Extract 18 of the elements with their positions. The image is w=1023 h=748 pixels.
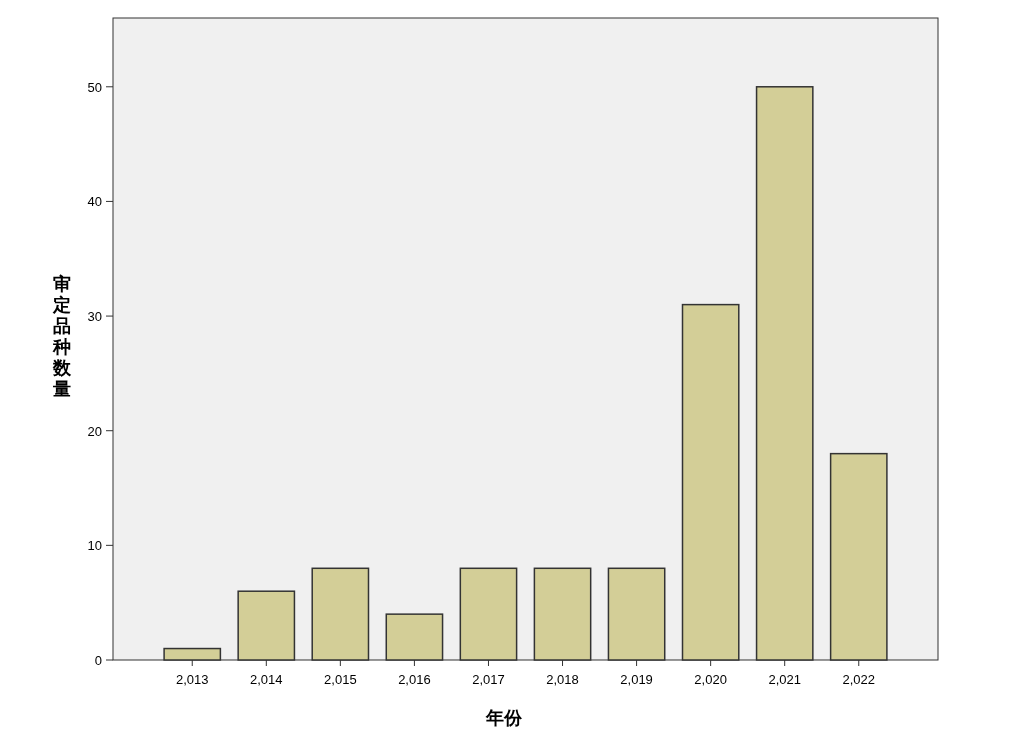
y-tick-label: 10 — [87, 538, 102, 554]
y-tick-label: 30 — [87, 309, 102, 325]
x-tick-label: 2,019 — [620, 672, 653, 687]
x-axis-title: 年份 — [484, 708, 523, 728]
x-tick-label: 2,017 — [472, 672, 505, 687]
x-tick-label: 2,018 — [546, 672, 579, 687]
x-tick-label: 2,014 — [250, 672, 283, 687]
y-axis-title: 审定品种数量 — [52, 274, 72, 399]
x-tick-label: 2,013 — [175, 672, 209, 687]
y-tick-label: 40 — [87, 194, 102, 210]
x-tick-label: 2,016 — [398, 672, 431, 687]
y-tick-label: 0 — [94, 653, 102, 668]
x-tick-label: 2,015 — [324, 672, 357, 687]
y-tick-label: 20 — [87, 423, 102, 439]
x-tick-label: 2,021 — [768, 672, 801, 687]
y-tick-label: 50 — [87, 79, 102, 95]
x-tick-label: 2,020 — [694, 672, 727, 687]
x-tick-label: 2,022 — [842, 672, 876, 687]
